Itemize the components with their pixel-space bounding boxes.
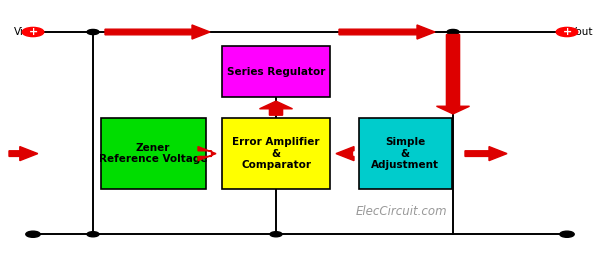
Circle shape (270, 232, 282, 237)
FancyArrow shape (105, 25, 210, 39)
Text: +: + (28, 27, 38, 37)
Bar (359, 118, 452, 189)
Text: Series Regulator: Series Regulator (227, 67, 325, 77)
Circle shape (26, 231, 40, 237)
Circle shape (560, 231, 574, 237)
FancyArrow shape (339, 25, 435, 39)
Circle shape (87, 29, 99, 35)
Bar (101, 118, 205, 189)
Circle shape (87, 232, 99, 237)
Text: Vout: Vout (570, 27, 593, 37)
Bar (222, 118, 330, 189)
Circle shape (22, 27, 44, 37)
FancyArrow shape (437, 35, 470, 114)
Circle shape (447, 29, 459, 35)
Text: Vin: Vin (14, 27, 30, 37)
Circle shape (556, 27, 578, 37)
FancyArrow shape (260, 101, 293, 115)
Bar (222, 46, 330, 97)
Text: Error Amplifier
&
Comparator: Error Amplifier & Comparator (232, 137, 320, 170)
Text: +: + (562, 27, 572, 37)
Text: Simple
&
Adjustment: Simple & Adjustment (371, 137, 439, 170)
FancyArrow shape (198, 146, 216, 161)
Text: Zener
Reference Voltage: Zener Reference Voltage (99, 143, 207, 164)
FancyArrow shape (336, 146, 354, 161)
FancyArrow shape (9, 146, 38, 161)
FancyArrow shape (465, 146, 507, 161)
Text: ElecCircuit.com: ElecCircuit.com (356, 205, 448, 218)
